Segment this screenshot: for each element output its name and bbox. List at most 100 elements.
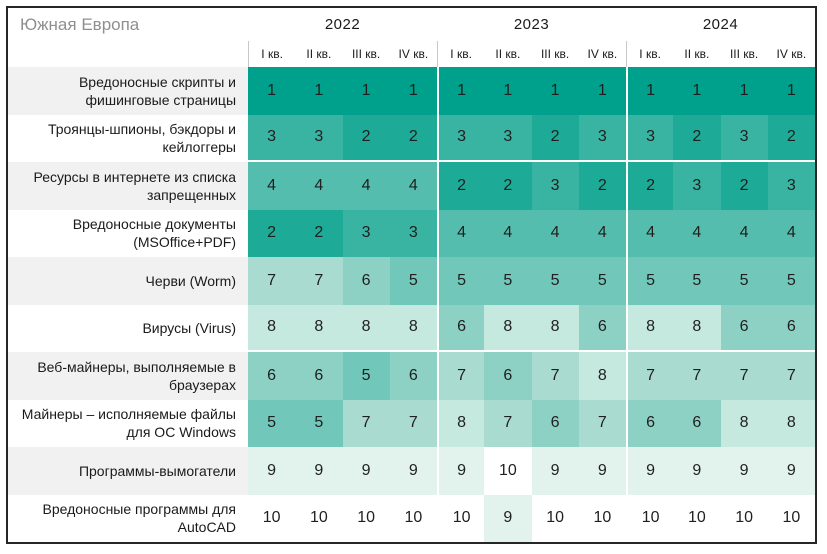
rank-cell: 7 bbox=[484, 399, 532, 447]
quarter-header: I кв. bbox=[437, 41, 484, 67]
rank-cell: 8 bbox=[673, 304, 721, 352]
rank-cell: 4 bbox=[720, 209, 768, 257]
rank-cell: 1 bbox=[767, 67, 815, 115]
rank-cell: 4 bbox=[248, 162, 296, 210]
rank-cell: 3 bbox=[437, 114, 485, 162]
rank-cell: 8 bbox=[437, 399, 485, 447]
rank-cell: 2 bbox=[484, 162, 532, 210]
rank-cell: 3 bbox=[295, 114, 343, 162]
rank-cell: 3 bbox=[626, 114, 674, 162]
rank-cell: 5 bbox=[437, 257, 485, 305]
rank-cell: 6 bbox=[295, 352, 343, 400]
rank-cell: 10 bbox=[767, 494, 815, 542]
rank-cell: 2 bbox=[626, 162, 674, 210]
row-label: Ресурсы в интернете из списка запрещенны… bbox=[8, 162, 248, 210]
ranking-table-card: Южная Европа 2022 2023 2024 I кв. II кв. III … bbox=[6, 6, 817, 544]
rank-cell: 4 bbox=[342, 162, 390, 210]
rank-cell: 2 bbox=[767, 114, 815, 162]
rank-cell: 5 bbox=[578, 257, 626, 305]
rank-cell: 8 bbox=[295, 304, 343, 352]
rank-cell: 9 bbox=[295, 447, 343, 495]
rank-cell: 7 bbox=[767, 352, 815, 400]
rank-cell: 4 bbox=[484, 209, 532, 257]
rank-cell: 5 bbox=[248, 399, 296, 447]
rank-cell: 10 bbox=[578, 494, 626, 542]
quarter-header: IV кв. bbox=[776, 47, 807, 61]
rank-cell: 6 bbox=[626, 399, 674, 447]
rank-cell: 3 bbox=[578, 114, 626, 162]
quarter-header: IV кв. bbox=[587, 47, 618, 61]
rank-cell: 7 bbox=[437, 352, 485, 400]
rank-cell: 6 bbox=[389, 352, 437, 400]
rank-cell: 3 bbox=[484, 114, 532, 162]
row-label: Черви (Worm) bbox=[8, 257, 248, 305]
rank-cell: 6 bbox=[437, 304, 485, 352]
rank-cell: 8 bbox=[720, 399, 768, 447]
rank-cell: 5 bbox=[531, 257, 579, 305]
rank-cell: 2 bbox=[437, 162, 485, 210]
rank-cell: 9 bbox=[437, 447, 485, 495]
rank-cell: 9 bbox=[248, 447, 296, 495]
quarter-header: II кв. bbox=[684, 47, 710, 61]
quarter-header: III кв. bbox=[729, 47, 759, 61]
quarter-header: I кв. bbox=[626, 41, 673, 67]
rank-cell: 3 bbox=[531, 162, 579, 210]
rank-cell: 8 bbox=[342, 304, 390, 352]
rank-cell: 6 bbox=[578, 304, 626, 352]
rank-cell: 2 bbox=[578, 162, 626, 210]
rank-cell: 4 bbox=[626, 209, 674, 257]
rank-cell: 3 bbox=[767, 162, 815, 210]
rank-cell: 4 bbox=[295, 162, 343, 210]
row-label: Вирусы (Virus) bbox=[142, 320, 236, 337]
rank-cell: 10 bbox=[673, 494, 721, 542]
rank-cell: 2 bbox=[342, 114, 390, 162]
rank-cell: 7 bbox=[720, 352, 768, 400]
rank-cell: 2 bbox=[389, 114, 437, 162]
row-label: Вредоносные программы для AutoCAD bbox=[42, 501, 237, 536]
region-title: Южная Европа bbox=[20, 14, 140, 34]
quarter-header: II кв. bbox=[306, 47, 332, 61]
rank-cell: 5 bbox=[484, 257, 532, 305]
rank-cell: 6 bbox=[720, 304, 768, 352]
quarter-header: IV кв. bbox=[398, 47, 429, 61]
rank-cell: 6 bbox=[673, 399, 721, 447]
rank-cell: 5 bbox=[720, 257, 768, 305]
rank-cell: 7 bbox=[389, 399, 437, 447]
row-label: Троянцы-шпионы, бэкдоры и кейлоггеры bbox=[47, 121, 236, 156]
rank-cell: 1 bbox=[531, 67, 579, 115]
rank-cell: 7 bbox=[578, 399, 626, 447]
rank-cell: 2 bbox=[720, 162, 768, 210]
rank-cell: 10 bbox=[720, 494, 768, 542]
rank-cell: 3 bbox=[342, 209, 390, 257]
rank-cell: 5 bbox=[295, 399, 343, 447]
rank-cell: 9 bbox=[578, 447, 626, 495]
rank-cell: 1 bbox=[578, 67, 626, 115]
year-header: 2022 bbox=[324, 16, 361, 33]
rank-cell: 3 bbox=[673, 162, 721, 210]
ranking-heatmap: Южная Европа 2022 2023 2024 I кв. II кв. III … bbox=[8, 8, 815, 542]
rank-cell: 8 bbox=[484, 304, 532, 352]
rank-cell: 8 bbox=[248, 304, 296, 352]
rank-cell: 6 bbox=[531, 399, 579, 447]
rank-cell: 1 bbox=[626, 67, 674, 115]
rank-cell: 8 bbox=[626, 304, 674, 352]
rank-cell: 1 bbox=[437, 67, 485, 115]
rank-cell: 8 bbox=[389, 304, 437, 352]
rank-cell: 7 bbox=[295, 257, 343, 305]
rank-cell: 9 bbox=[626, 447, 674, 495]
rank-cell: 9 bbox=[720, 447, 768, 495]
rank-cell: 1 bbox=[389, 67, 437, 115]
rank-cell: 1 bbox=[484, 67, 532, 115]
rank-cell: 10 bbox=[626, 494, 674, 542]
rank-cell: 6 bbox=[484, 352, 532, 400]
rank-cell: 9 bbox=[673, 447, 721, 495]
rank-cell: 1 bbox=[295, 67, 343, 115]
quarter-header: III кв. bbox=[540, 47, 570, 61]
rank-cell: 7 bbox=[626, 352, 674, 400]
quarter-header: I кв. bbox=[248, 41, 295, 67]
rank-cell: 9 bbox=[531, 447, 579, 495]
year-header: 2023 bbox=[513, 16, 550, 33]
rank-cell: 1 bbox=[248, 67, 296, 115]
rank-cell: 1 bbox=[720, 67, 768, 115]
rank-cell: 10 bbox=[531, 494, 579, 542]
